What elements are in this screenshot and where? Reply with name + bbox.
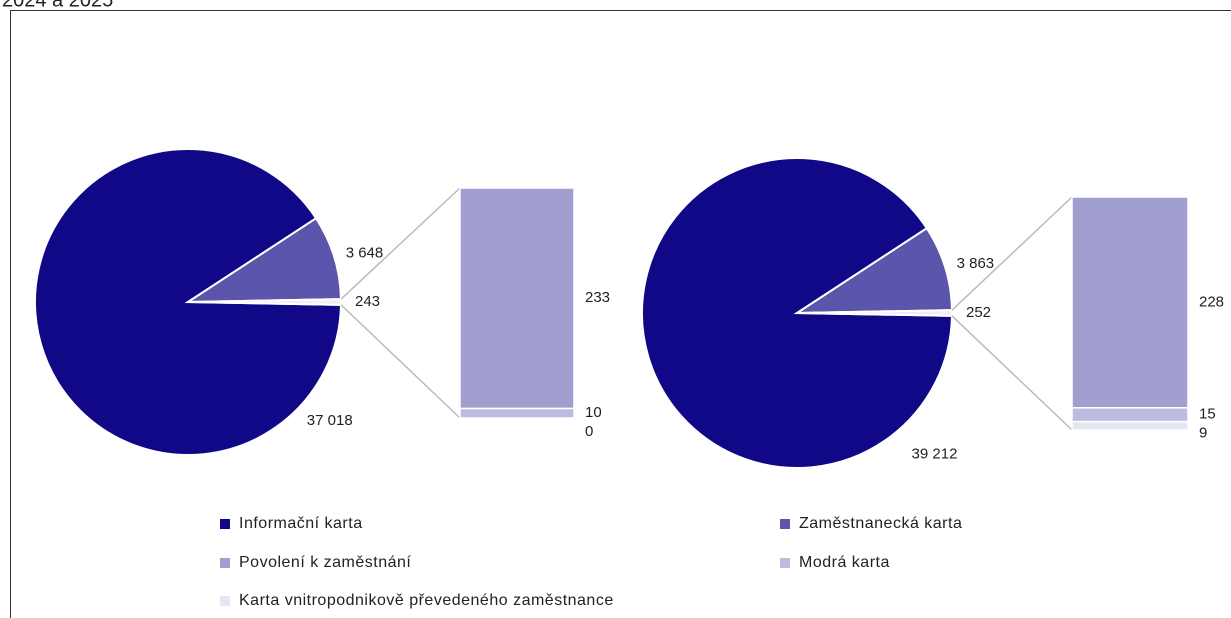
pie-value-label: 39 212 bbox=[912, 445, 958, 462]
bar-segment bbox=[1071, 420, 1189, 431]
pie-value-label: 3 863 bbox=[957, 255, 995, 272]
bar-segment bbox=[459, 407, 575, 419]
legend-swatch bbox=[220, 596, 230, 606]
legend-swatch bbox=[220, 558, 230, 568]
pie-slice bbox=[187, 298, 342, 306]
legend-swatch bbox=[780, 558, 790, 568]
bar-value-label: 10 bbox=[585, 404, 602, 421]
pie-value-label: 243 bbox=[355, 293, 380, 310]
legend-label: Povolení k zaměstnání bbox=[239, 554, 411, 571]
legend-label: Modrá karta bbox=[799, 554, 890, 571]
pie-value-label: 3 648 bbox=[346, 244, 384, 261]
bar-segment bbox=[459, 187, 575, 410]
legend-swatch bbox=[220, 519, 230, 529]
pie-slice bbox=[184, 216, 342, 304]
legend-label: Informační karta bbox=[239, 515, 363, 532]
connector bbox=[951, 315, 1073, 431]
legend-label: Karta vnitropodnikově převedeného zaměst… bbox=[239, 592, 614, 609]
pie-slice bbox=[793, 226, 953, 315]
title: 2024 a 2025 bbox=[2, 0, 113, 11]
legend-label: Zaměstnanecká karta bbox=[799, 515, 962, 532]
bar-value-label: 9 bbox=[1199, 425, 1207, 442]
bar-segment bbox=[1071, 196, 1189, 409]
bar-value-label: 233 bbox=[585, 289, 610, 306]
bar-value-label: 0 bbox=[585, 423, 593, 440]
bar-segment bbox=[1071, 407, 1189, 423]
connector bbox=[340, 187, 461, 300]
legend-swatch bbox=[780, 519, 790, 529]
bar-value-label: 15 bbox=[1199, 406, 1216, 423]
connector bbox=[951, 196, 1073, 311]
pie-value-label: 37 018 bbox=[307, 412, 353, 429]
bar-value-label: 228 bbox=[1199, 293, 1224, 310]
connector bbox=[340, 304, 461, 419]
pie-value-label: 252 bbox=[966, 304, 991, 321]
pie-slice bbox=[796, 309, 953, 317]
